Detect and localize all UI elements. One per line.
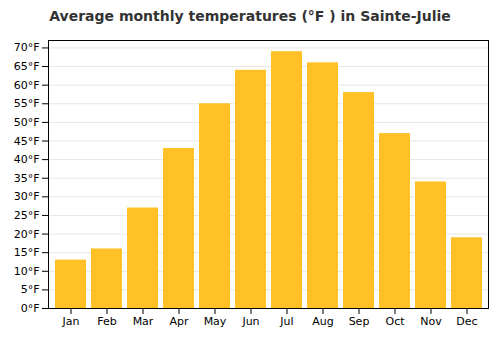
svg-text:10°F: 10°F [14, 265, 40, 278]
svg-text:5°F: 5°F [21, 283, 40, 296]
svg-text:50°F: 50°F [14, 116, 40, 129]
svg-text:45°F: 45°F [14, 135, 40, 148]
svg-text:25°F: 25°F [14, 209, 40, 222]
svg-text:Jun: Jun [241, 315, 259, 328]
svg-text:Aug: Aug [312, 315, 333, 328]
svg-text:55°F: 55°F [14, 97, 40, 110]
svg-text:65°F: 65°F [14, 60, 40, 73]
svg-text:40°F: 40°F [14, 153, 40, 166]
svg-text:15°F: 15°F [14, 246, 40, 259]
svg-text:Feb: Feb [97, 315, 116, 328]
svg-text:70°F: 70°F [14, 41, 40, 54]
svg-text:Mar: Mar [133, 315, 154, 328]
svg-text:Apr: Apr [169, 315, 189, 328]
svg-text:Sep: Sep [349, 315, 370, 328]
svg-text:Jul: Jul [279, 315, 293, 328]
svg-text:60°F: 60°F [14, 79, 40, 92]
svg-text:30°F: 30°F [14, 190, 40, 203]
svg-text:0°F: 0°F [21, 302, 40, 315]
html-text:Average monthly temperatures (: Average monthly temperatures (°F ) in Sa… [49, 8, 451, 24]
svg-text:35°F: 35°F [14, 172, 40, 185]
svg-text:Dec: Dec [456, 315, 477, 328]
svg-text:May: May [204, 315, 227, 328]
svg-text:20°F: 20°F [14, 228, 40, 241]
svg-text:Jan: Jan [62, 315, 80, 328]
svg-text:Oct: Oct [385, 315, 405, 328]
svg-text:Nov: Nov [420, 315, 442, 328]
